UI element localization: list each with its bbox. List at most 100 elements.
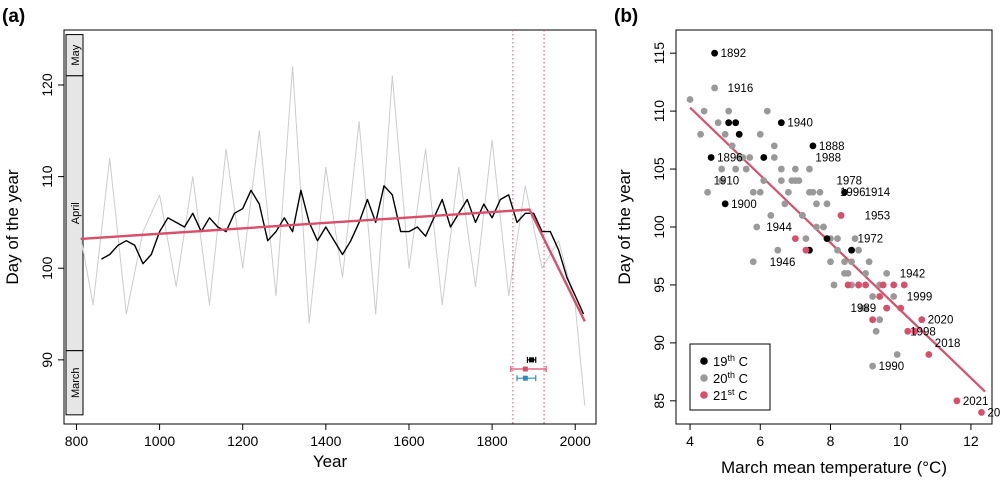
point-20th-century bbox=[728, 142, 736, 150]
point-19th-century bbox=[725, 119, 733, 127]
point-20th-century bbox=[816, 188, 824, 196]
point-20th-century bbox=[890, 293, 898, 300]
point-20th-century bbox=[756, 188, 764, 196]
point-20th-century bbox=[732, 165, 740, 173]
point-label: 2020 bbox=[928, 315, 954, 327]
point-20th-century bbox=[697, 130, 704, 138]
x-axis-title-a: Year bbox=[313, 452, 348, 471]
point-21st-century bbox=[900, 281, 908, 289]
point-20th-century bbox=[795, 177, 803, 185]
panel-a-plot-frame bbox=[63, 29, 597, 425]
point-20th-century bbox=[767, 212, 775, 219]
point-label: 1914 bbox=[865, 187, 891, 199]
point-20th-century bbox=[700, 107, 708, 115]
month-band bbox=[65, 350, 84, 416]
y-axis-b: 85 90 95 100 105 110 115 bbox=[651, 42, 676, 409]
point-20th-century bbox=[872, 327, 880, 335]
point-20th-century bbox=[869, 293, 877, 300]
point-21st-century bbox=[869, 316, 877, 324]
point-label: 1910 bbox=[714, 176, 740, 188]
point-20th-century bbox=[791, 165, 799, 173]
point-19th-century bbox=[760, 154, 768, 161]
y-axis-a: 90 100 110 120 bbox=[39, 73, 64, 368]
x-tick-label: 1800 bbox=[477, 433, 508, 449]
panel-a: (a) May April March 800 1000 1200 1400 1600 180… bbox=[2, 6, 597, 471]
point-21st-century bbox=[876, 293, 884, 300]
y-tick-label: 110 bbox=[39, 165, 55, 188]
error-point bbox=[529, 357, 535, 363]
point-20th-century bbox=[774, 246, 782, 254]
point-20th-century bbox=[806, 165, 813, 173]
breakpoint-lines bbox=[512, 30, 545, 424]
point-20th-century bbox=[711, 84, 719, 92]
x-tick-label: 2000 bbox=[560, 433, 591, 449]
point-20th-century bbox=[718, 165, 726, 173]
scatter-points bbox=[686, 49, 985, 416]
x-axis-title-b: March mean temperature (°C) bbox=[721, 458, 947, 477]
point-19th-century bbox=[777, 119, 785, 127]
point-label: 2023 bbox=[987, 407, 1000, 419]
x-tick-label: 6 bbox=[756, 433, 764, 449]
legend-swatch bbox=[700, 374, 708, 382]
point-20th-century bbox=[813, 200, 820, 208]
point-20th-century bbox=[749, 188, 757, 196]
point-21st-century bbox=[879, 281, 887, 289]
x-tick-label: 4 bbox=[686, 433, 694, 449]
point-20th-century bbox=[770, 154, 778, 161]
point-20th-century bbox=[823, 200, 831, 208]
point-20th-century bbox=[781, 200, 789, 208]
point-20th-century bbox=[788, 177, 796, 185]
point-20th-century bbox=[756, 130, 764, 138]
point-20th-century bbox=[813, 223, 820, 231]
x-tick-label: 1400 bbox=[310, 433, 341, 449]
point-19th-century bbox=[721, 200, 729, 208]
point-20th-century bbox=[834, 235, 841, 242]
x-axis-a: 800 1000 1200 1400 1600 1800 2000 bbox=[65, 424, 591, 449]
point-21st-century bbox=[855, 281, 862, 289]
point-20th-century bbox=[806, 188, 813, 196]
annual-line bbox=[81, 66, 586, 406]
point-19th-century bbox=[841, 188, 848, 196]
point-20th-century bbox=[855, 246, 862, 254]
y-tick-label: 120 bbox=[39, 73, 55, 97]
point-21st-century bbox=[904, 327, 912, 335]
point-19th-century bbox=[732, 119, 740, 127]
y-tick-label: 90 bbox=[651, 335, 667, 351]
x-tick-label: 1000 bbox=[144, 433, 175, 449]
point-20th-century bbox=[760, 177, 768, 185]
y-tick-label: 115 bbox=[651, 42, 667, 65]
point-20th-century bbox=[746, 154, 754, 161]
point-19th-century bbox=[707, 154, 715, 161]
point-label: 1996 bbox=[840, 187, 866, 199]
point-20th-century bbox=[862, 269, 869, 277]
x-tick-label: 1200 bbox=[227, 433, 258, 449]
point-20th-century bbox=[869, 362, 877, 370]
error-point bbox=[522, 375, 528, 381]
breakpoint-estimates bbox=[510, 356, 547, 382]
x-tick-label: 10 bbox=[893, 433, 909, 449]
y-tick-label: 85 bbox=[651, 393, 667, 409]
legend-label: 19th C bbox=[713, 353, 748, 369]
point-20th-century bbox=[827, 258, 834, 266]
x-tick-label: 1600 bbox=[393, 433, 424, 449]
legend-swatch bbox=[700, 357, 708, 365]
point-label: 1892 bbox=[721, 48, 747, 60]
point-21st-century bbox=[925, 351, 933, 358]
point-20th-century bbox=[753, 223, 761, 231]
point-19th-century bbox=[809, 142, 817, 150]
point-20th-century bbox=[686, 96, 694, 103]
point-label: 1946 bbox=[770, 257, 796, 269]
point-label: 1989 bbox=[851, 303, 877, 315]
point-label: 1978 bbox=[836, 176, 862, 188]
point-20th-century bbox=[841, 269, 848, 277]
point-label: 1942 bbox=[900, 268, 926, 280]
point-label: 2021 bbox=[963, 396, 989, 408]
legend-label: 21st C bbox=[713, 387, 747, 403]
point-20th-century bbox=[862, 304, 869, 312]
breakpoint-fit-line bbox=[80, 208, 586, 322]
point-21st-century bbox=[911, 327, 919, 335]
point-20th-century bbox=[749, 258, 757, 266]
